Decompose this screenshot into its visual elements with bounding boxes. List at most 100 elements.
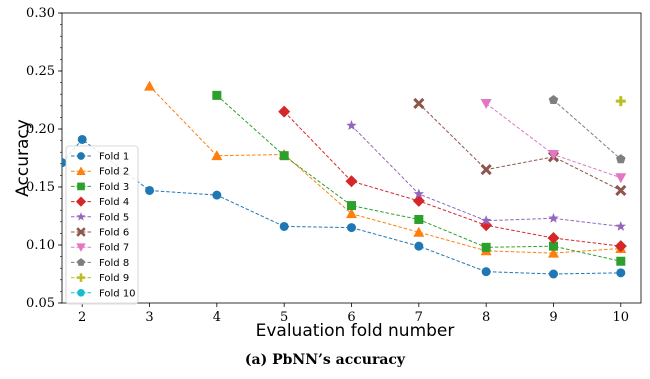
legend-item: Fold 9 bbox=[71, 273, 129, 284]
legend-item: Fold 3 bbox=[71, 182, 129, 193]
legend-item: Fold 6 bbox=[71, 227, 129, 239]
legend-item: Fold 10 bbox=[71, 288, 136, 299]
legend-label: Fold 10 bbox=[99, 288, 136, 299]
x-tick-label: 6 bbox=[347, 310, 355, 325]
legend-marker bbox=[76, 166, 86, 176]
data-point bbox=[413, 97, 425, 110]
legend-label: Fold 2 bbox=[99, 167, 129, 178]
data-point bbox=[548, 212, 559, 223]
legend-label: Fold 5 bbox=[99, 212, 129, 223]
legend-label: Fold 8 bbox=[99, 258, 129, 269]
data-point bbox=[615, 173, 627, 184]
data-point bbox=[480, 164, 492, 176]
series-fold-2 bbox=[144, 80, 627, 258]
y-tick-label: 0.05 bbox=[26, 296, 55, 311]
data-point bbox=[615, 220, 627, 231]
x-tick-label: 9 bbox=[549, 310, 557, 325]
legend-marker bbox=[76, 227, 86, 237]
x-axis-title: Evaluation fold number bbox=[256, 321, 455, 341]
data-point bbox=[412, 194, 425, 207]
legend-item: Fold 5 bbox=[71, 212, 129, 223]
data-point bbox=[413, 226, 425, 237]
legend-marker bbox=[76, 212, 86, 221]
data-point bbox=[346, 208, 357, 219]
data-point bbox=[347, 201, 356, 211]
chart: 2 3 4 5 6 7 8 9 10 0.05 0.10 0.15 0.20 0.25 0.30 Fold 1… bbox=[13, 6, 642, 341]
series-fold-7 bbox=[480, 98, 627, 184]
figure-caption: (a) PbNN’s accuracy bbox=[244, 352, 406, 368]
data-point bbox=[547, 232, 560, 245]
legend-marker bbox=[76, 273, 86, 282]
series-line bbox=[485, 103, 621, 179]
legend-label: Fold 9 bbox=[99, 273, 129, 284]
data-point bbox=[615, 96, 626, 107]
data-point bbox=[346, 120, 357, 130]
series-fold-3 bbox=[212, 90, 626, 266]
legend-marker bbox=[77, 182, 85, 191]
legend-item: Fold 2 bbox=[71, 166, 129, 178]
data-point bbox=[614, 240, 627, 253]
data-point bbox=[211, 150, 223, 161]
data-point bbox=[414, 214, 424, 224]
legend-item: Fold 4 bbox=[71, 196, 129, 208]
y-tick-label: 0.30 bbox=[26, 6, 55, 21]
legend-label: Fold 7 bbox=[99, 243, 129, 254]
data-point bbox=[212, 190, 222, 200]
data-point bbox=[413, 188, 425, 199]
legend-label: Fold 4 bbox=[99, 197, 129, 208]
y-axis-title: Accuracy bbox=[13, 119, 33, 197]
x-tick-label: 10 bbox=[613, 310, 630, 325]
legend-item: Fold 7 bbox=[71, 243, 129, 254]
series-line bbox=[418, 103, 622, 191]
series-fold-9 bbox=[615, 96, 626, 107]
data-point bbox=[345, 175, 358, 188]
data-point bbox=[480, 215, 492, 226]
series-fold-5 bbox=[346, 120, 627, 231]
legend: Fold 1 Fold 2 Fold 3 Fold 4 Fold 5 Fold 6 Fold… bbox=[65, 145, 139, 305]
data-point bbox=[62, 158, 67, 168]
y-tick-label: 0.25 bbox=[26, 64, 55, 79]
data-point bbox=[480, 98, 492, 109]
series-fold-4 bbox=[278, 105, 627, 253]
data-point bbox=[279, 151, 289, 161]
data-point bbox=[278, 105, 291, 118]
data-point bbox=[615, 184, 627, 197]
data-point bbox=[144, 80, 156, 91]
legend-item: Fold 8 bbox=[71, 258, 129, 269]
data-point bbox=[548, 269, 558, 279]
data-point bbox=[548, 95, 559, 105]
series-line bbox=[149, 85, 621, 254]
legend-label: Fold 1 bbox=[99, 152, 129, 163]
legend-label: Fold 6 bbox=[99, 228, 129, 239]
data-point bbox=[212, 90, 222, 100]
series-line bbox=[351, 125, 621, 227]
data-point bbox=[547, 150, 559, 161]
data-point bbox=[616, 268, 626, 278]
data-point bbox=[279, 221, 289, 231]
series-line bbox=[283, 111, 621, 247]
x-tick-label: 3 bbox=[145, 310, 153, 325]
series-fold-1 bbox=[62, 134, 626, 279]
data-point bbox=[481, 267, 491, 277]
data-point bbox=[481, 242, 491, 252]
data-point bbox=[616, 154, 626, 164]
series-fold-6 bbox=[413, 97, 627, 197]
x-tick-label: 2 bbox=[78, 310, 86, 325]
series-line bbox=[553, 99, 622, 160]
data-point bbox=[145, 185, 155, 195]
legend-marker bbox=[77, 288, 85, 297]
x-tick-label: 8 bbox=[482, 310, 490, 325]
data-point bbox=[548, 241, 558, 251]
legend-marker bbox=[76, 243, 86, 252]
x-tick-label: 4 bbox=[213, 310, 221, 325]
x-tick-label: 7 bbox=[415, 310, 423, 325]
legend-marker bbox=[77, 152, 85, 160]
legend-marker bbox=[75, 196, 87, 207]
data-point bbox=[547, 247, 559, 258]
data-point bbox=[414, 241, 424, 251]
y-tick-label: 0.20 bbox=[26, 122, 55, 137]
legend-item: Fold 1 bbox=[71, 152, 129, 163]
data-point bbox=[77, 134, 87, 144]
data-point bbox=[347, 223, 356, 233]
y-tick-label: 0.15 bbox=[26, 180, 55, 195]
